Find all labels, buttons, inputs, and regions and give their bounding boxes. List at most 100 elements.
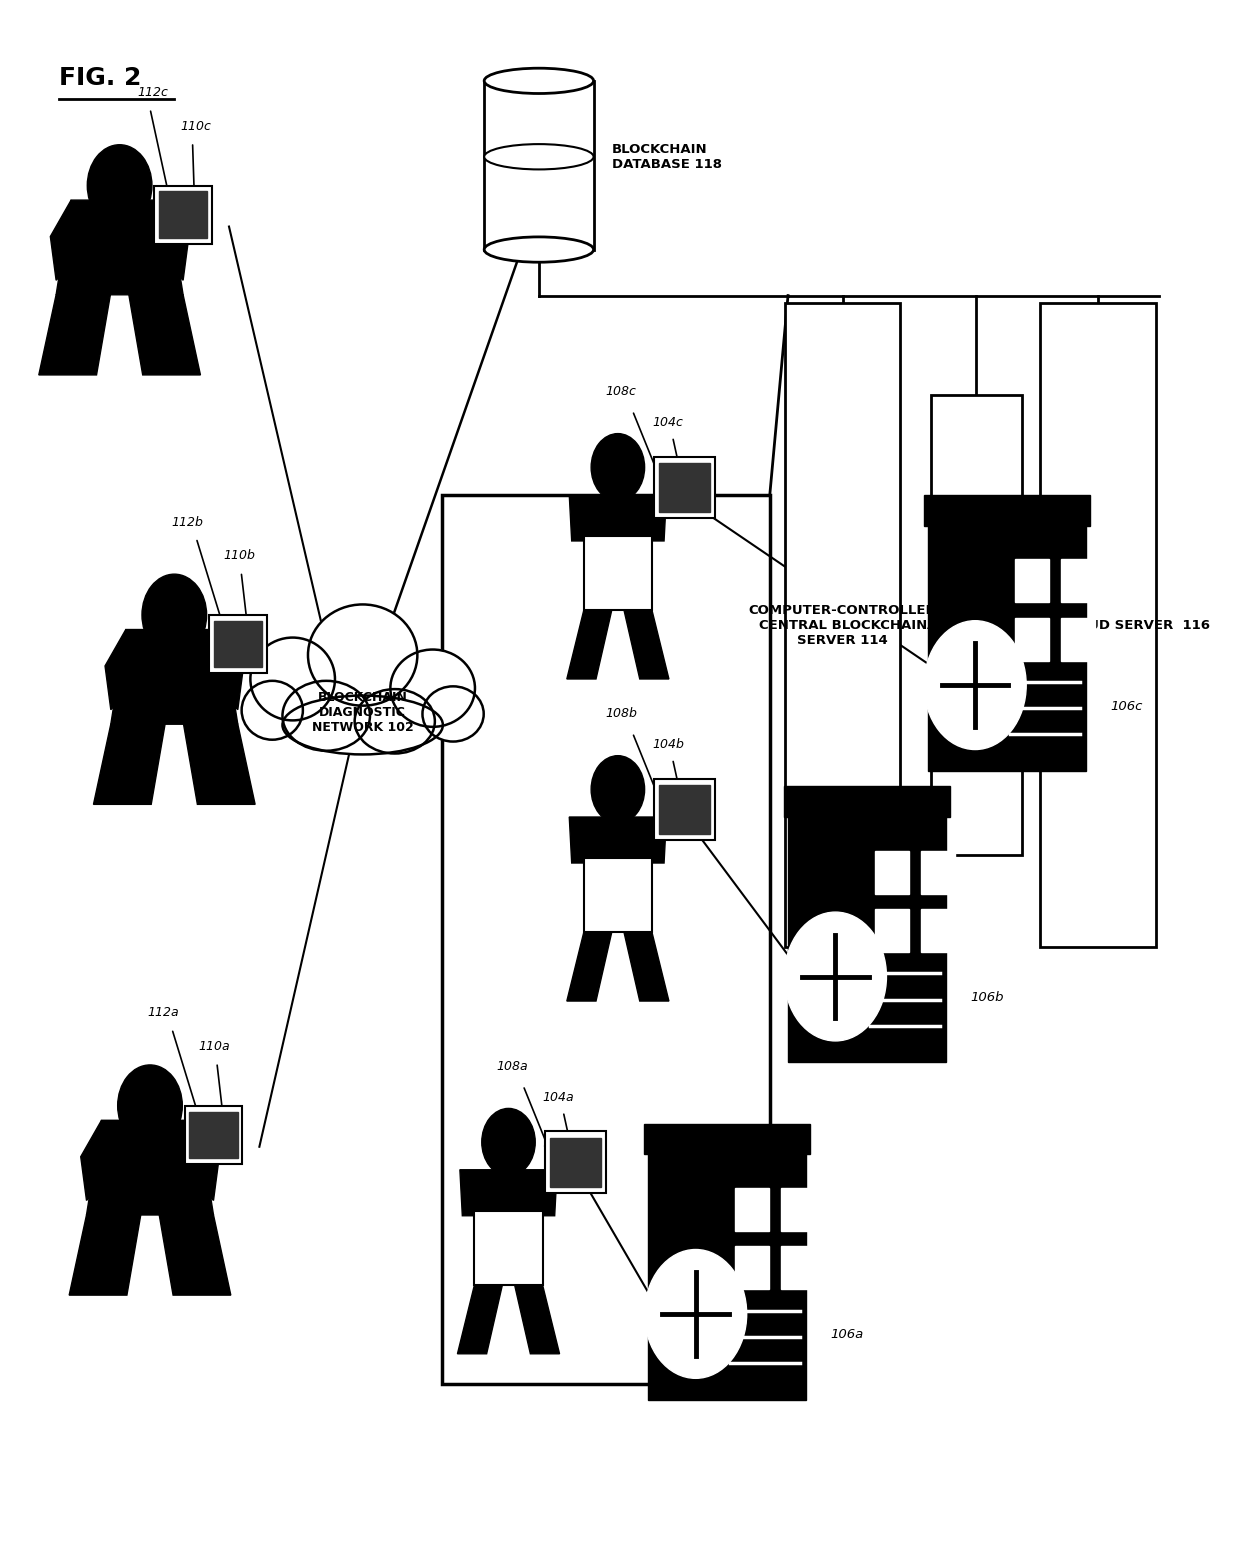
Bar	[735, 1189, 769, 1231]
Text: 110a: 110a	[198, 1041, 231, 1053]
Ellipse shape	[423, 686, 484, 742]
Text: 112b: 112b	[172, 515, 203, 529]
Text: 112a: 112a	[148, 1007, 180, 1019]
Polygon shape	[87, 1121, 213, 1215]
Polygon shape	[51, 200, 79, 281]
Bar	[781, 1246, 816, 1289]
Polygon shape	[129, 295, 201, 375]
Bar	[484, 80, 594, 250]
Bar	[190, 1112, 238, 1158]
Polygon shape	[56, 200, 184, 295]
Bar	[1061, 560, 1095, 603]
Polygon shape	[105, 629, 134, 709]
Circle shape	[141, 574, 207, 655]
Ellipse shape	[242, 682, 303, 740]
Ellipse shape	[283, 695, 443, 754]
Bar	[660, 785, 711, 834]
Circle shape	[645, 1249, 746, 1379]
Ellipse shape	[391, 649, 475, 726]
Circle shape	[591, 756, 645, 823]
Bar	[649, 1155, 806, 1400]
Text: AI LAYER 202: AI LAYER 202	[928, 618, 1025, 632]
Text: 108a: 108a	[496, 1059, 528, 1073]
Text: 106a: 106a	[831, 1329, 864, 1342]
Polygon shape	[567, 931, 611, 1001]
Polygon shape	[215, 629, 243, 709]
Polygon shape	[159, 1215, 231, 1295]
Circle shape	[118, 1066, 182, 1147]
Polygon shape	[458, 1284, 502, 1354]
Bar	[208, 615, 267, 674]
Bar	[185, 1106, 242, 1164]
Bar	[213, 621, 262, 668]
Bar	[1040, 304, 1156, 947]
Circle shape	[87, 145, 153, 227]
Text: BLOCKCHAIN
DIAGNOSTIC
NETWORK 102: BLOCKCHAIN DIAGNOSTIC NETWORK 102	[311, 691, 414, 734]
Bar	[787, 817, 946, 1062]
Bar	[154, 185, 212, 244]
Text: 108b: 108b	[605, 708, 637, 720]
Ellipse shape	[484, 237, 594, 262]
Bar	[781, 1189, 816, 1231]
Bar	[549, 1138, 601, 1187]
Bar	[921, 910, 955, 951]
Bar	[544, 1132, 605, 1194]
Polygon shape	[184, 725, 255, 805]
Ellipse shape	[355, 689, 435, 754]
Polygon shape	[191, 1121, 219, 1200]
Bar	[645, 1124, 810, 1155]
Bar	[441, 495, 770, 1385]
Bar	[584, 537, 652, 611]
Polygon shape	[569, 495, 666, 541]
Bar	[655, 779, 715, 840]
Bar	[921, 851, 955, 894]
Polygon shape	[515, 1284, 559, 1354]
Bar	[655, 456, 715, 518]
Bar	[475, 1210, 543, 1284]
Text: 104c: 104c	[652, 416, 683, 429]
Bar	[1061, 618, 1095, 660]
Bar	[785, 304, 900, 947]
Bar	[875, 910, 909, 951]
Circle shape	[591, 433, 645, 501]
Ellipse shape	[484, 143, 594, 170]
Polygon shape	[567, 611, 611, 678]
Bar	[875, 851, 909, 894]
Text: COMPUTER-CONTROLLED
CENTRAL BLOCKCHAIN
SERVER 114: COMPUTER-CONTROLLED CENTRAL BLOCKCHAIN S…	[749, 604, 937, 646]
Text: 104a: 104a	[543, 1090, 574, 1104]
Text: 106b: 106b	[971, 992, 1004, 1004]
Polygon shape	[624, 931, 668, 1001]
Text: FIG. 2: FIG. 2	[58, 65, 141, 89]
Ellipse shape	[250, 637, 335, 720]
Text: 110c: 110c	[180, 120, 211, 133]
Bar	[159, 191, 207, 237]
Text: 110b: 110b	[223, 549, 254, 563]
Text: 112c: 112c	[138, 86, 169, 99]
Polygon shape	[569, 817, 666, 864]
Circle shape	[482, 1109, 536, 1177]
Ellipse shape	[484, 68, 594, 94]
Bar	[784, 786, 950, 817]
Bar	[928, 526, 1086, 771]
Ellipse shape	[283, 682, 370, 751]
Polygon shape	[38, 295, 110, 375]
Polygon shape	[624, 611, 668, 678]
Text: 108c: 108c	[605, 386, 636, 398]
Polygon shape	[81, 1121, 109, 1200]
Bar	[584, 859, 652, 931]
Text: BLOCKCHAIN
DATABASE 118: BLOCKCHAIN DATABASE 118	[611, 143, 722, 171]
Bar	[735, 1246, 769, 1289]
Ellipse shape	[308, 604, 418, 706]
Text: 104b: 104b	[652, 739, 683, 751]
Polygon shape	[110, 629, 238, 725]
Bar	[924, 495, 1090, 526]
Polygon shape	[160, 200, 188, 281]
Bar	[1014, 618, 1049, 660]
Polygon shape	[460, 1170, 557, 1215]
Circle shape	[924, 621, 1027, 749]
Text: SECURED CLOUD SERVER  116: SECURED CLOUD SERVER 116	[986, 618, 1210, 632]
Circle shape	[785, 913, 887, 1041]
Bar	[660, 463, 711, 512]
Bar	[1014, 560, 1049, 603]
Polygon shape	[93, 725, 165, 805]
